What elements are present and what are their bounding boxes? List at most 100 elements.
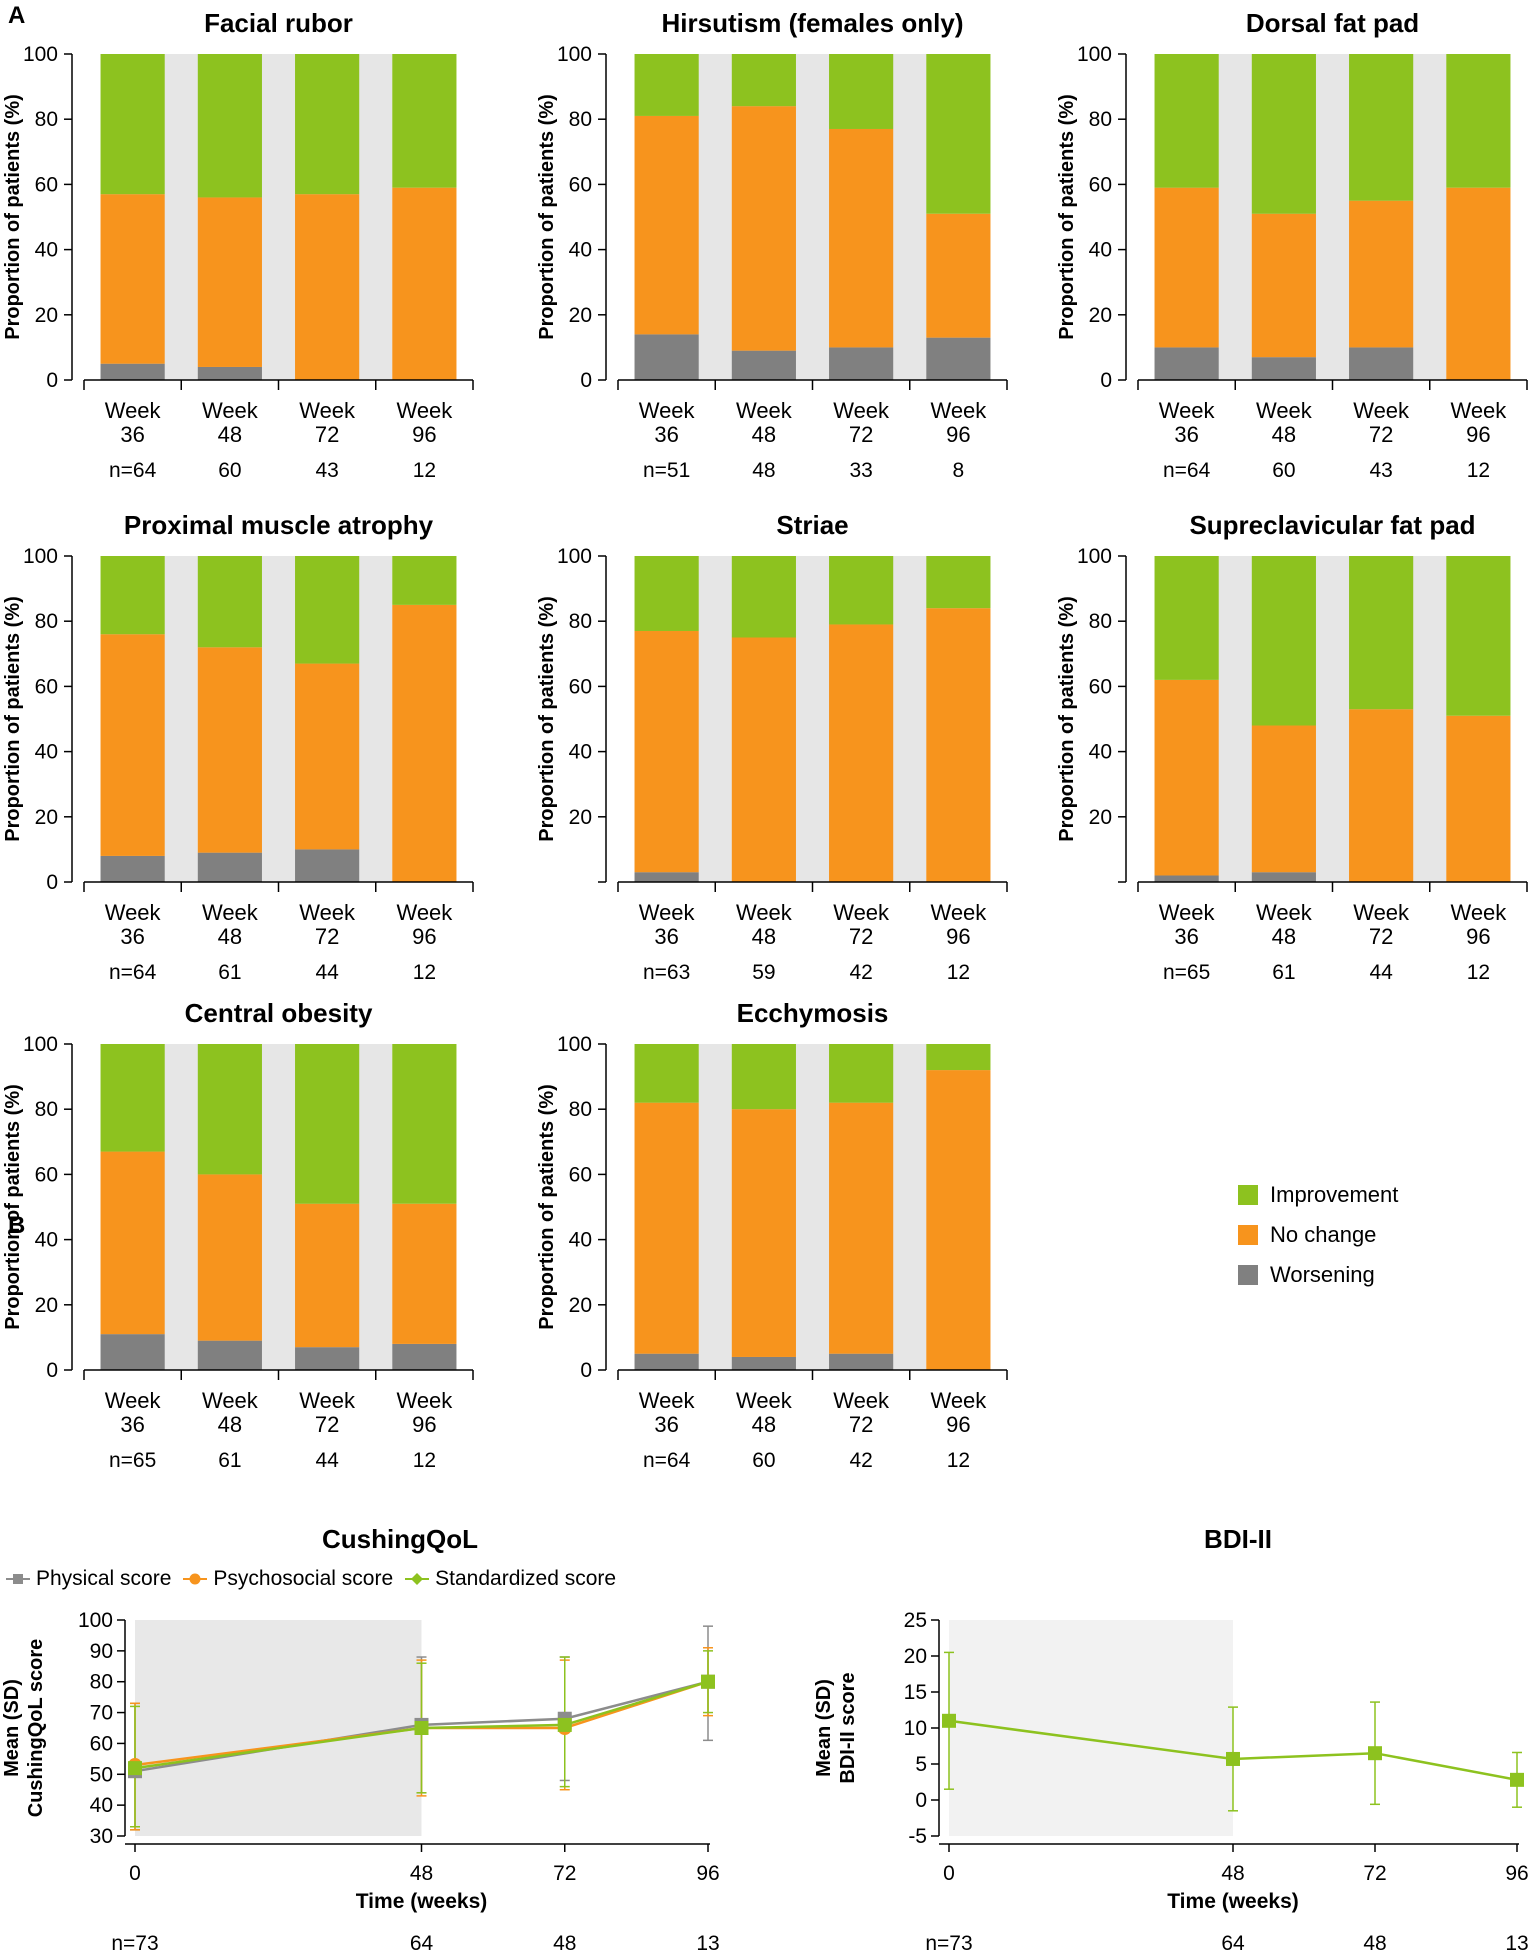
y-tick-label: 60 (569, 675, 592, 698)
n-label: 8 (953, 459, 965, 482)
chart-title: Ecchymosis (737, 998, 889, 1028)
x-tick-label: Week (105, 900, 162, 925)
n-label: 61 (218, 961, 241, 984)
n-label: n=63 (643, 961, 690, 984)
bar-chart-2: Hirsutism (females only)Week36n=51Week48… (536, 8, 1008, 482)
x-tick-label: Week (202, 398, 259, 423)
x-tick-label: 48 (1272, 924, 1296, 949)
bar-chart-6: Supreclavicular fat padWeek36n=65Week486… (1056, 510, 1528, 984)
n-label: n=73 (111, 1932, 158, 1953)
x-tick-label: 72 (1363, 1862, 1386, 1885)
bar-segment-worsening (197, 1340, 262, 1370)
y-axis-label: Proportion of patients (%) (2, 94, 24, 340)
x-tick-label: 0 (129, 1862, 141, 1885)
legend-label-improvement: Improvement (1270, 1182, 1399, 1207)
y-tick-label: 40 (90, 1794, 113, 1817)
bar-segment-no-change (731, 637, 796, 882)
legend-swatch-worsening (1238, 1265, 1258, 1285)
y-tick-label: 100 (1077, 43, 1112, 66)
chart-title: Hirsutism (females only) (662, 8, 964, 38)
bar-segment-worsening (634, 872, 699, 882)
bar-chart-5: StriaeWeek36n=63Week4859Week7242Week9612… (536, 510, 1008, 984)
bar-segment-no-change (100, 634, 165, 856)
bar-segment-no-change (392, 187, 457, 380)
bar-segment-improvement (1154, 54, 1219, 188)
y-tick-label: 40 (35, 239, 58, 262)
n-label: 44 (315, 1449, 339, 1472)
line-chart-cushingqol: CushingQoL 30 40 50 60 70 80 90 100 0 n=73 48 64 72 48… (1, 1524, 720, 1953)
x-tick-label: 36 (1174, 924, 1198, 949)
x-tick-label: 96 (1505, 1862, 1528, 1885)
bar-segment-improvement (1251, 556, 1316, 726)
bar-segment-no-change (197, 647, 262, 853)
data-point (414, 1721, 429, 1735)
bar-segment-improvement (829, 54, 894, 129)
n-label: n=65 (109, 1449, 156, 1472)
y-axis-label: Mean (SD) (813, 1679, 835, 1777)
bar-segment-improvement (731, 54, 796, 107)
n-label: 12 (413, 961, 436, 984)
y-tick-label: 0 (580, 1359, 592, 1382)
x-tick-label: Week (396, 900, 453, 925)
x-tick-label: Week (105, 398, 162, 423)
y-tick-label: 100 (557, 1033, 592, 1056)
x-tick-label: 36 (654, 1412, 678, 1437)
y-tick-label: 60 (1089, 173, 1112, 196)
bar-segment-no-change (926, 1070, 991, 1370)
bar-segment-worsening (197, 366, 262, 380)
n-label: 48 (752, 459, 775, 482)
y-tick-label: 100 (23, 1033, 58, 1056)
y-tick-label: 40 (1089, 741, 1112, 764)
y-tick-label: 5 (915, 1753, 927, 1776)
bar-segment-no-change (295, 663, 360, 850)
bar-chart-1: Facial ruborWeek36n=64Week4860Week7243We… (2, 8, 474, 482)
panel-label-b: B (8, 1212, 26, 1239)
x-tick-label: Week (202, 1388, 259, 1413)
y-tick-label: 20 (35, 304, 58, 327)
n-label: 12 (947, 1449, 970, 1472)
bar-segment-improvement (392, 1044, 457, 1204)
y-tick-label: 15 (904, 1681, 927, 1704)
n-label: 60 (752, 1449, 775, 1472)
y-tick-label: 60 (90, 1732, 113, 1755)
bar-chart-3: Dorsal fat padWeek36n=64Week4860Week7243… (1056, 8, 1528, 482)
x-tick-label: 48 (1221, 1862, 1244, 1885)
bar-segment-no-change (100, 194, 165, 364)
x-tick-label: 48 (218, 1412, 242, 1437)
legend-swatch-no-change (1238, 1225, 1258, 1245)
bar-segment-no-change (926, 213, 991, 338)
y-tick-label: 40 (35, 741, 58, 764)
bar-segment-improvement (1251, 54, 1316, 214)
x-tick-label: Week (202, 900, 259, 925)
legend-label-no-change: No change (1270, 1222, 1377, 1247)
n-label: n=64 (109, 961, 157, 984)
y-tick-label: 20 (35, 1294, 58, 1317)
y-tick-label: 60 (569, 1163, 592, 1186)
x-tick-label: 36 (120, 924, 144, 949)
n-label: 61 (218, 1449, 241, 1472)
data-point (1226, 1751, 1240, 1766)
legend-swatch-improvement (1238, 1185, 1258, 1205)
x-tick-label: 96 (696, 1862, 719, 1885)
y-tick-label: 0 (46, 1359, 58, 1382)
bar-segment-worsening (829, 347, 894, 380)
x-tick-label: Week (1256, 900, 1313, 925)
bar-segment-improvement (1154, 556, 1219, 680)
y-axis-label: Proportion of patients (%) (2, 596, 24, 842)
chart-title: Supreclavicular fat pad (1189, 510, 1475, 540)
bar-segment-no-change (731, 106, 796, 351)
bar-segment-no-change (392, 1203, 457, 1344)
x-tick-label: 96 (1466, 924, 1490, 949)
y-tick-label: 0 (580, 369, 592, 392)
bar-segment-improvement (100, 556, 165, 635)
x-tick-label: Week (639, 398, 696, 423)
x-tick-label: 48 (752, 924, 776, 949)
x-tick-label: 36 (654, 422, 678, 447)
n-label: 64 (1221, 1932, 1245, 1953)
bar-segment-no-change (197, 197, 262, 367)
y-axis-label: Proportion of patients (%) (536, 1084, 558, 1330)
y-tick-label: 40 (569, 741, 592, 764)
bar-segment-worsening (731, 350, 796, 380)
bar-segment-no-change (634, 1102, 699, 1354)
